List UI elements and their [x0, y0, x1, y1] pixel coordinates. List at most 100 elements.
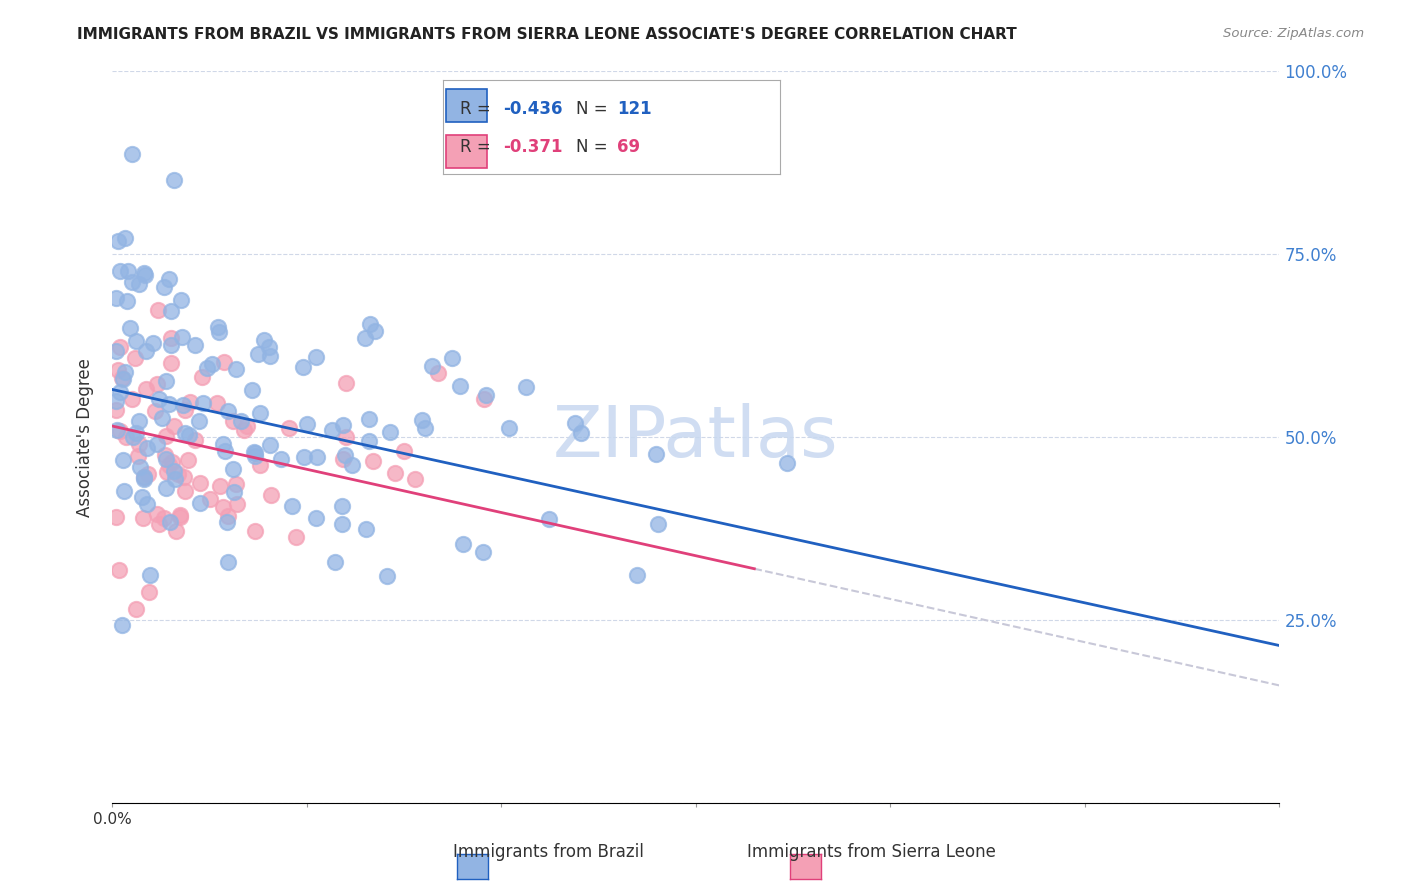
Point [645, 447, 668, 461]
Point [225, 362, 247, 376]
Point [208, 325, 231, 339]
Point [153, 510, 176, 524]
Point [132, 472, 155, 486]
Point [132, 511, 155, 525]
Point [253, 334, 276, 348]
Point [132, 470, 155, 484]
Point [249, 406, 271, 420]
Point [335, 430, 357, 444]
Point [384, 466, 406, 480]
Point [169, 510, 191, 524]
Point [117, 264, 139, 278]
Point [354, 522, 377, 536]
Point [121, 392, 143, 406]
Point [330, 517, 353, 532]
Point [148, 392, 170, 406]
Bar [446, 135, 486, 169]
Text: N =: N = [576, 138, 607, 156]
Point [115, 430, 138, 444]
Point [257, 340, 280, 354]
Point [184, 434, 207, 448]
Point [569, 426, 592, 441]
Point [128, 436, 150, 450]
Point [451, 537, 474, 551]
Point [330, 499, 353, 513]
Text: Immigrants from Sierra Leone: Immigrants from Sierra Leone [747, 843, 997, 861]
Point [146, 303, 169, 318]
Point [157, 271, 180, 285]
Point [245, 449, 267, 463]
Point [449, 379, 471, 393]
Point [121, 276, 143, 290]
Point [111, 371, 134, 385]
Text: N =: N = [576, 100, 607, 118]
Point [380, 425, 402, 439]
Point [155, 428, 177, 442]
Point [152, 279, 174, 293]
Point [278, 421, 301, 435]
Point [163, 472, 186, 486]
Text: 69: 69 [617, 138, 640, 156]
Point [333, 448, 356, 462]
Point [143, 403, 166, 417]
Point [217, 404, 239, 418]
Point [121, 147, 143, 161]
Point [111, 372, 134, 386]
Point [292, 359, 315, 374]
Point [105, 343, 128, 358]
Point [243, 524, 266, 538]
Point [212, 437, 235, 451]
Point [142, 336, 165, 351]
Point [167, 467, 190, 482]
Point [214, 444, 236, 458]
Point [176, 452, 198, 467]
Point [146, 437, 169, 451]
Point [332, 417, 354, 432]
Point [105, 394, 128, 409]
Point [170, 330, 193, 344]
Point [124, 351, 146, 365]
Point [361, 453, 384, 467]
Point [105, 291, 128, 305]
Point [415, 421, 437, 435]
Text: R =: R = [460, 100, 491, 118]
Point [135, 382, 157, 396]
Point [162, 455, 184, 469]
Point [776, 456, 799, 470]
Point [281, 499, 304, 513]
Text: -0.371: -0.371 [503, 138, 562, 156]
Point [160, 303, 183, 318]
Point [353, 331, 375, 345]
Point [359, 434, 381, 449]
Point [225, 477, 247, 491]
Point [114, 365, 136, 379]
Point [224, 485, 246, 500]
Text: Immigrants from Brazil: Immigrants from Brazil [453, 843, 644, 861]
Point [132, 266, 155, 280]
Point [163, 419, 186, 434]
Point [420, 359, 443, 373]
Point [111, 453, 134, 467]
Point [174, 425, 197, 440]
Point [357, 412, 380, 426]
Point [359, 318, 381, 332]
Point [260, 488, 283, 502]
Text: -0.436: -0.436 [503, 100, 562, 118]
Point [127, 450, 149, 464]
Point [321, 423, 343, 437]
Point [136, 441, 159, 455]
Point [200, 491, 222, 506]
Point [169, 508, 191, 523]
Point [515, 380, 537, 394]
Point [472, 545, 495, 559]
Point [173, 483, 195, 498]
Point [108, 563, 131, 577]
Point [647, 516, 669, 531]
Point [114, 230, 136, 244]
Point [160, 356, 183, 370]
Point [148, 516, 170, 531]
Point [564, 416, 586, 430]
Point [232, 423, 254, 437]
Point [108, 424, 131, 438]
Point [195, 361, 218, 376]
